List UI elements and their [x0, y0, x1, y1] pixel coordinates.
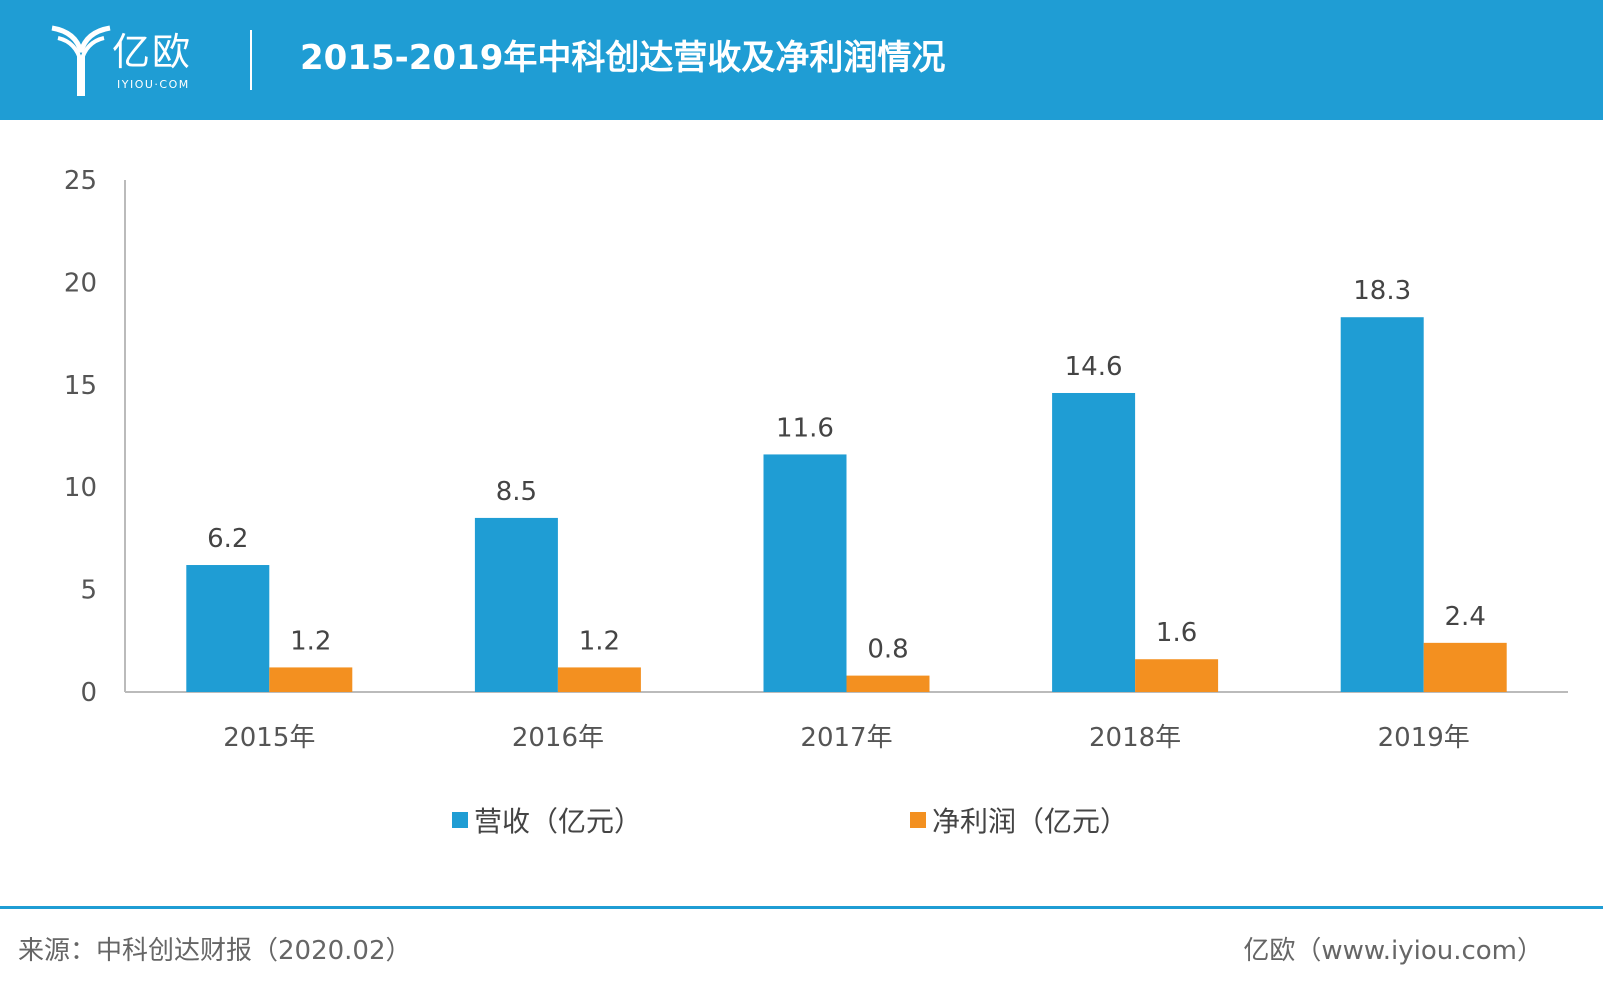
data-label-revenue: 18.3: [1353, 276, 1411, 306]
chart-title: 2015-2019年中科创达营收及净利润情况: [300, 38, 946, 78]
x-tick-label: 2016年: [512, 723, 604, 753]
bar-net-profit: [1135, 659, 1219, 692]
bar-net-profit: [269, 667, 353, 692]
data-label-revenue: 8.5: [496, 477, 537, 507]
y-tick-label: 20: [64, 268, 97, 298]
bar-revenue: [1340, 317, 1424, 692]
bar-revenue: [763, 454, 847, 692]
data-label-revenue: 11.6: [776, 413, 834, 443]
data-label-revenue: 6.2: [207, 524, 248, 554]
iyiou-logo-icon: [51, 25, 111, 96]
y-tick-label: 0: [80, 678, 97, 708]
site-credit: 亿欧（www.iyiou.com）: [1243, 936, 1543, 966]
x-tick-label: 2018年: [1089, 723, 1181, 753]
x-tick-label: 2015年: [223, 723, 315, 753]
bar-net-profit: [1423, 642, 1507, 692]
logo-text: 亿欧: [112, 30, 193, 74]
legend-item-revenue: 营收（亿元）: [452, 800, 642, 840]
bar-revenue: [1052, 392, 1136, 692]
y-tick-label: 10: [64, 473, 97, 503]
y-tick-label: 15: [64, 371, 97, 401]
bar-net-profit: [557, 667, 641, 692]
source-note: 来源：中科创达财报（2020.02）: [18, 936, 412, 966]
legend-item-net-profit: 净利润（亿元）: [910, 800, 1128, 840]
legend-swatch-revenue: [452, 812, 468, 828]
legend-label-revenue: 营收（亿元）: [474, 805, 643, 838]
logo-subtext: IYIOU·COM: [117, 78, 190, 91]
bar-net-profit: [846, 675, 930, 692]
x-tick-label: 2019年: [1378, 723, 1470, 753]
data-label-net-profit: 1.2: [579, 626, 620, 656]
data-label-net-profit: 1.2: [290, 626, 331, 656]
y-tick-label: 25: [64, 166, 97, 196]
x-tick-label: 2017年: [800, 723, 892, 753]
footer-divider: [0, 906, 1603, 909]
legend-swatch-net-profit: [910, 812, 926, 828]
data-label-net-profit: 2.4: [1445, 602, 1486, 632]
header-divider: [250, 30, 252, 90]
y-tick-label: 5: [80, 576, 97, 606]
data-label-revenue: 14.6: [1065, 352, 1123, 382]
legend-label-net-profit: 净利润（亿元）: [932, 805, 1129, 838]
data-label-net-profit: 0.8: [867, 635, 908, 665]
bar-chart: 0 5 10 15 20 25 6.2 1.2 2015年 8.5 1.2 2016年 11.6 0.8 2…: [64, 166, 1568, 753]
header-banner: 亿欧 IYIOU·COM 2015-2019年中科创达营收及净利润情况: [0, 0, 1603, 120]
data-label-net-profit: 1.6: [1156, 618, 1197, 648]
bar-revenue: [186, 565, 270, 692]
bar-revenue: [474, 517, 558, 692]
